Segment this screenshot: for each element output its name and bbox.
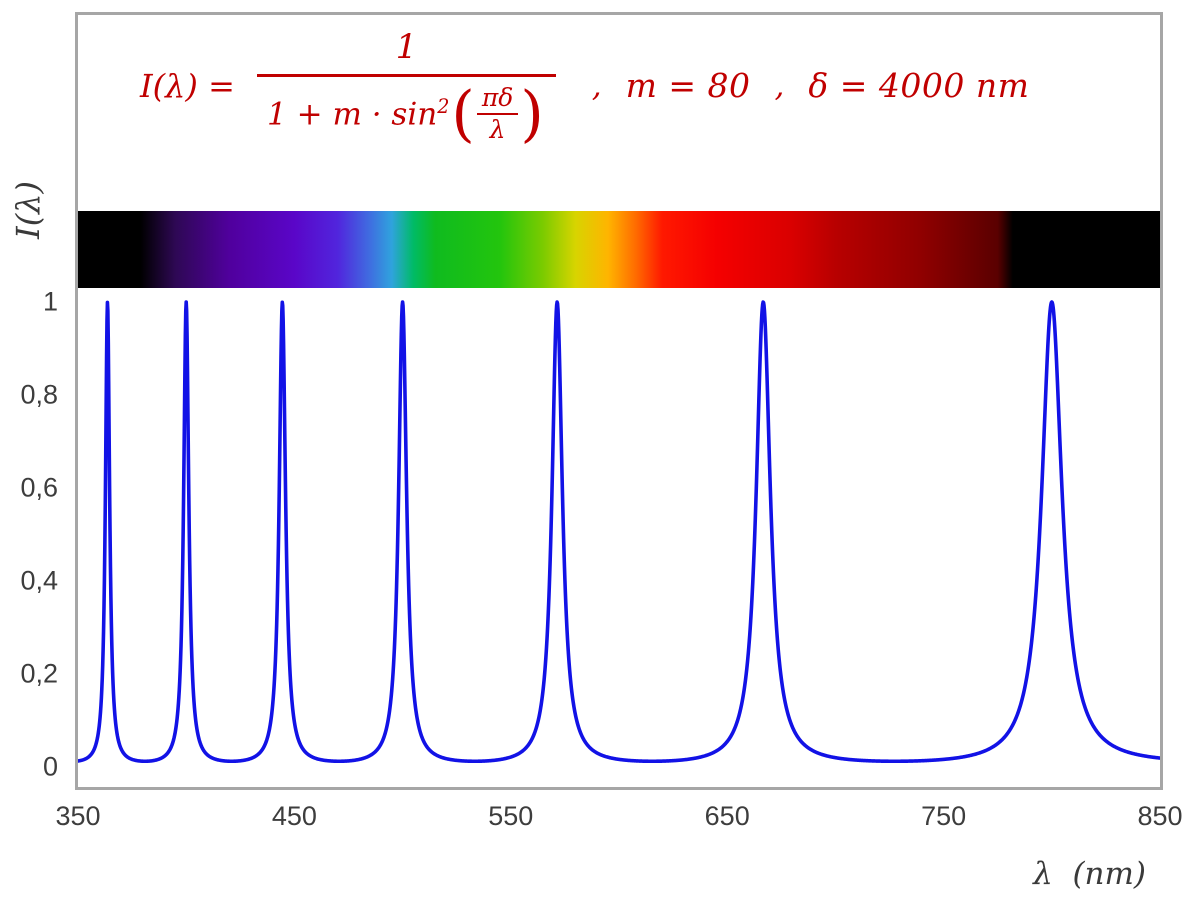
formula-denominator-text: 1 + m · sin2 (267, 95, 450, 133)
x-tick-label: 350 (55, 801, 101, 831)
formula-separator: , (774, 67, 785, 104)
parameter-m: m = 80 (625, 66, 751, 105)
y-tick-label: 0,4 (20, 565, 58, 596)
inner-fraction: πδ λ (476, 84, 519, 144)
y-tick-label: 0,2 (20, 658, 58, 689)
x-tick-label: 650 (704, 801, 750, 831)
intensity-curve (78, 300, 1160, 764)
close-paren: ) (520, 78, 544, 150)
formula-fraction: 1 1 + m · sin2 ( πδ λ ) (257, 27, 556, 150)
plot-area (78, 300, 1160, 764)
x-tick-label: 450 (271, 801, 317, 831)
x-tick-label: 850 (1137, 801, 1183, 831)
formula-lhs: I(λ) = (140, 66, 246, 105)
y-axis-tick-labels: 0 0,2 0,4 0,6 0,8 1 (0, 0, 62, 924)
formula-separator: , (591, 67, 602, 104)
y-tick-label: 0,6 (20, 472, 58, 503)
parameter-delta: δ = 4000 nm (808, 66, 1030, 105)
open-paren: ( (451, 78, 475, 150)
inner-numerator: πδ (476, 84, 519, 115)
y-tick-label: 0 (42, 751, 58, 782)
y-tick-label: 0,8 (20, 379, 58, 410)
x-axis-title: λ (nm) (1033, 856, 1146, 892)
formula-denominator: 1 + m · sin2 ( πδ λ ) (257, 74, 556, 150)
inner-denominator: λ (489, 115, 506, 144)
plot-frame: I(λ) = 1 1 + m · sin2 ( πδ λ ) , m = 80 … (75, 12, 1163, 790)
y-tick-label: 1 (42, 286, 58, 317)
x-tick-label: 550 (488, 801, 534, 831)
formula-numerator: 1 (395, 27, 418, 67)
sin-exponent: 2 (437, 95, 450, 119)
formula-annotation: I(λ) = 1 1 + m · sin2 ( πδ λ ) , m = 80 … (140, 27, 1030, 150)
visible-spectrum-bar (78, 211, 1160, 288)
x-tick-label: 750 (921, 801, 967, 831)
